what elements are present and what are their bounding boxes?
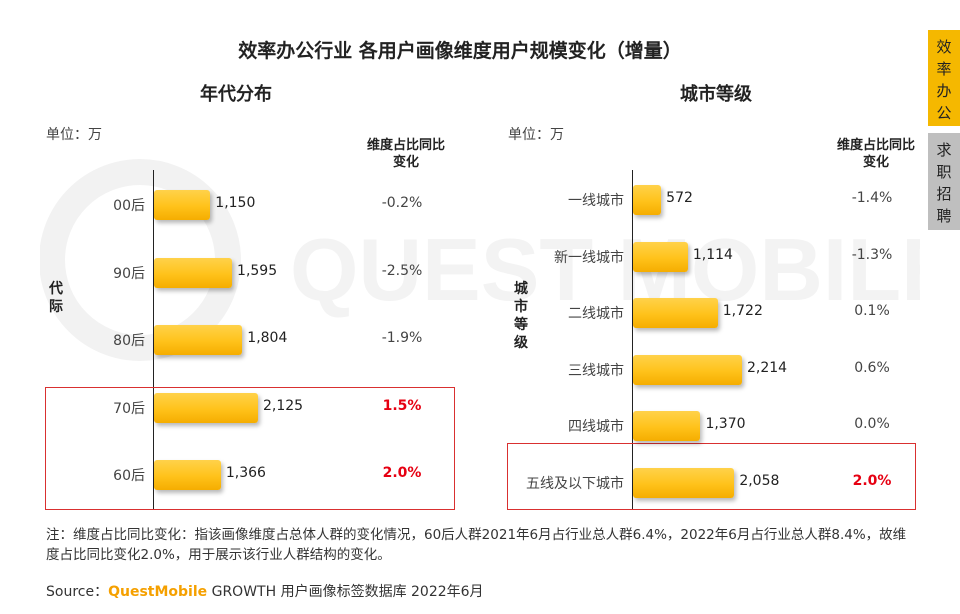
left-unit-label: 单位：万 xyxy=(46,127,102,143)
delta-label: -1.4% xyxy=(851,190,893,206)
right-highlight-box xyxy=(507,443,916,510)
delta-label: 2.0% xyxy=(382,465,422,481)
bar xyxy=(633,411,701,441)
delta-label: -2.5% xyxy=(381,262,423,279)
category-label: 80后 xyxy=(113,333,145,349)
value-label: 1,150 xyxy=(215,195,256,211)
bar xyxy=(633,467,735,498)
bar xyxy=(154,190,211,220)
bar xyxy=(154,460,221,490)
value-label: 2,214 xyxy=(747,359,788,376)
tab-efficiency-office[interactable]: 效率办公 xyxy=(928,30,960,126)
bar xyxy=(633,354,742,385)
chart-title: 效率办公行业 各用户画像维度用户规模变化（增量） xyxy=(238,40,682,62)
category-label: 四线城市 xyxy=(568,419,624,435)
delta-label: 1.5% xyxy=(382,397,422,414)
category-label: 60后 xyxy=(113,468,145,484)
category-label: 一线城市 xyxy=(568,193,624,209)
bar xyxy=(154,325,243,355)
value-label: 2,125 xyxy=(263,397,304,414)
value-label: 2,058 xyxy=(739,472,780,489)
tab-job-recruiting[interactable]: 求职招聘 xyxy=(928,133,960,230)
value-label: 1,722 xyxy=(722,303,763,319)
category-label: 三线城市 xyxy=(568,362,624,379)
left-chart-title: 年代分布 xyxy=(200,84,272,105)
right-axis-line xyxy=(632,170,633,510)
category-label: 新一线城市 xyxy=(554,249,624,266)
bar xyxy=(633,241,688,272)
delta-label: -1.9% xyxy=(381,330,423,346)
delta-label: 0.0% xyxy=(854,416,890,432)
left-delta-header: 维度占比同比变化 xyxy=(366,138,445,170)
bar xyxy=(154,257,233,288)
source-line: Source：QuestMobile GROWTH 用户画像标签数据库 2022… xyxy=(46,581,484,601)
right-unit-label: 单位：万 xyxy=(508,127,564,143)
value-label: 1,370 xyxy=(705,416,746,432)
right-chart-title: 城市等级 xyxy=(680,84,752,105)
left-y-axis-label: 代际 xyxy=(49,281,63,315)
value-label: 1,595 xyxy=(237,262,278,279)
value-label: 572 xyxy=(666,190,693,206)
tab-job-recruiting-label: 求职招聘 xyxy=(936,141,952,225)
left-highlight-box xyxy=(45,387,455,510)
tab-efficiency-office-label: 效率办公 xyxy=(936,38,952,122)
right-y-axis-label: 城市等级 xyxy=(514,281,528,351)
value-label: 1,804 xyxy=(247,330,288,346)
left-axis-line xyxy=(153,170,154,510)
right-delta-header: 维度占比同比变化 xyxy=(836,138,915,170)
bar xyxy=(154,392,258,423)
bar xyxy=(633,185,662,215)
footnote: 注：维度占比同比变化：指该画像维度占总体人群的变化情况，60后人群2021年6月… xyxy=(46,527,907,563)
delta-label: 0.6% xyxy=(854,359,890,376)
source-brand: QuestMobile xyxy=(108,584,208,600)
value-label: 1,366 xyxy=(225,465,266,481)
source-rest: GROWTH 用户画像标签数据库 2022年6月 xyxy=(207,584,484,600)
delta-label: -1.3% xyxy=(851,246,893,263)
delta-label: -0.2% xyxy=(381,195,423,211)
category-label: 70后 xyxy=(113,400,145,417)
category-label: 00后 xyxy=(113,198,145,214)
category-label: 二线城市 xyxy=(568,306,624,322)
value-label: 1,114 xyxy=(692,246,733,263)
delta-label: 0.1% xyxy=(854,303,890,319)
category-label: 90后 xyxy=(113,265,145,282)
delta-label: 2.0% xyxy=(852,472,892,489)
source-prefix: Source： xyxy=(46,584,109,600)
bar xyxy=(633,298,718,328)
category-label: 五线及以下城市 xyxy=(526,475,624,492)
